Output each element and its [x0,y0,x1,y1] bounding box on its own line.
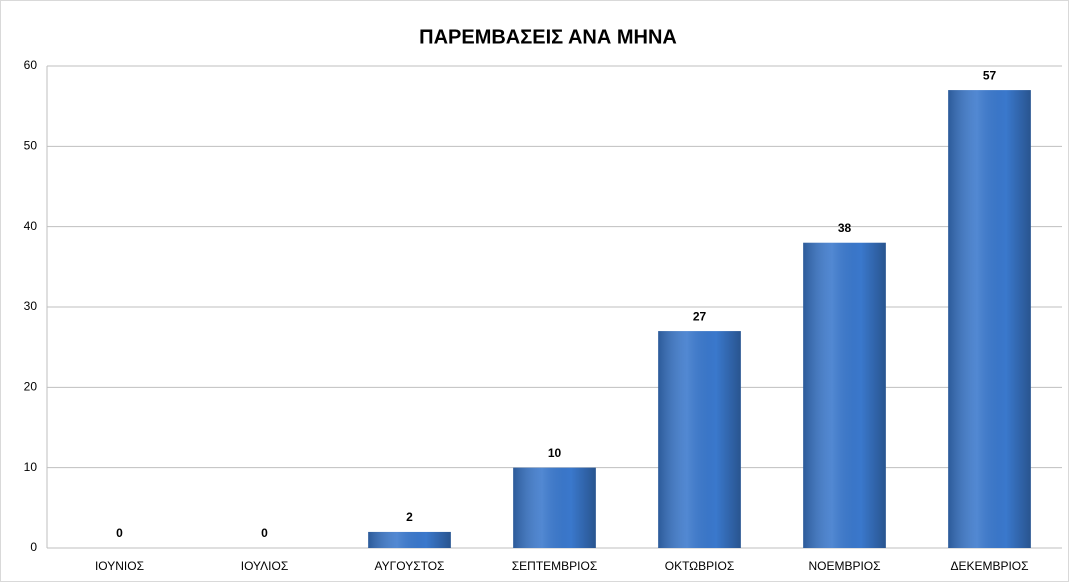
y-tick-label: 50 [24,139,38,153]
bar-shade [658,331,741,548]
y-tick-label: 20 [24,380,38,394]
x-tick-label: ΝΟΕΜΒΡΙΟΣ [808,559,880,573]
y-tick-label: 10 [24,460,38,474]
x-tick-label: ΔΕΚΕΜΒΡΙΟΣ [950,559,1028,573]
x-tick-label: ΙΟΥΝΙΟΣ [95,559,144,573]
x-tick-label: ΙΟΥΛΙΟΣ [241,559,289,573]
y-tick-label: 30 [24,299,38,313]
bar-shade [803,242,886,548]
data-label: 0 [261,526,268,540]
data-label: 27 [693,309,707,323]
y-tick-label: 60 [24,58,38,72]
bar-shade [368,531,451,548]
y-tick-label: 40 [24,219,38,233]
x-tick-label: ΑΥΓΟΥΣΤΟΣ [375,559,445,573]
data-label: 0 [116,526,123,540]
data-label: 38 [838,221,852,235]
data-label: 2 [406,510,413,524]
y-tick-label: 0 [30,540,37,554]
chart-title: ΠΑΡΕΜΒΑΣΕΙΣ ΑΝΑ ΜΗΝΑ [419,26,677,48]
bar-shade [948,90,1031,548]
data-label: 10 [548,446,562,460]
x-tick-label: ΟΚΤΩΒΡΙΟΣ [665,559,735,573]
data-label: 57 [983,68,997,82]
x-tick-label: ΣΕΠΤΕΜΒΡΙΟΣ [512,559,598,573]
bar-shade [513,467,596,548]
